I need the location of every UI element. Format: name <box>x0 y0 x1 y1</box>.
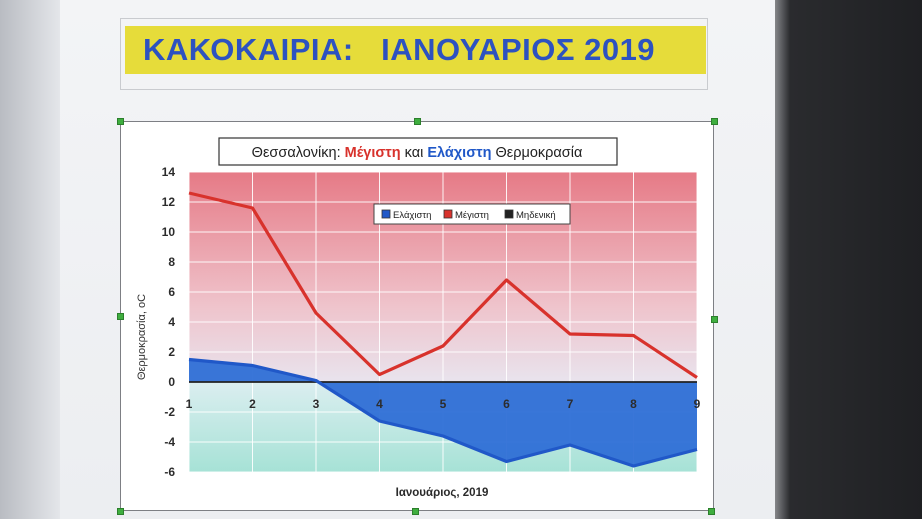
x-tick-label: 5 <box>440 397 447 411</box>
legend-label: Μηδενική <box>516 210 556 221</box>
chart-title-box: Θεσσαλονίκη: Μέγιστη και Ελάχιστη Θερμοκ… <box>218 137 618 166</box>
resize-handle-top-right[interactable] <box>711 118 718 125</box>
x-axis-label: Ιανουάριος, 2019 <box>396 487 489 499</box>
chart-title: Θεσσαλονίκη: Μέγιστη και Ελάχιστη Θερμοκ… <box>252 145 583 161</box>
resize-handle-right[interactable] <box>711 316 718 323</box>
heading-outline <box>120 18 708 90</box>
x-tick-label: 1 <box>186 397 193 411</box>
chart-object[interactable]: -6 -4 -2 0 2 4 6 8 10 12 14 1 2 3 4 5 6 7 8 9 Θεσσαλονίκη: … <box>120 121 714 511</box>
resize-handle-bottom-left[interactable] <box>117 508 124 515</box>
y-tick-label: 2 <box>168 345 175 359</box>
x-tick-label: 8 <box>630 397 637 411</box>
max-series-line <box>188 191 698 379</box>
chart-title-frame <box>218 137 618 166</box>
y-tick-label: -4 <box>164 435 175 449</box>
legend-swatch <box>381 209 391 219</box>
y-tick-label: 14 <box>162 165 176 179</box>
legend-label: Ελάχιστη <box>393 210 431 221</box>
y-tick-label: 6 <box>168 285 175 299</box>
resize-handle-top[interactable] <box>414 118 421 125</box>
chart-title-part: Θερμοκρασία <box>491 145 582 161</box>
min-area-layer <box>189 359 697 466</box>
x-tick-label: 9 <box>694 397 701 411</box>
y-axis-label: Θερμοκρασία, oC <box>136 294 148 380</box>
document-heading: ΚΑΚΟΚΑΙΡΙΑ: ΙΑΝΟΥΑΡΙΟΣ 2019 <box>143 32 656 67</box>
legend-swatch <box>443 209 453 219</box>
y-tick-label: 4 <box>168 315 175 329</box>
heading-banner: ΚΑΚΟΚΑΙΡΙΑ: ΙΑΝΟΥΑΡΙΟΣ 2019 <box>125 26 706 74</box>
y-tick-label: 10 <box>162 225 176 239</box>
y-tick-label: 0 <box>168 375 175 389</box>
legend-box <box>373 203 571 225</box>
y-tick-label: 8 <box>168 255 175 269</box>
resize-handle-bottom-right[interactable] <box>708 508 715 515</box>
resize-handle-top-left[interactable] <box>117 118 124 125</box>
x-tick-label: 7 <box>567 397 574 411</box>
legend-label: Μέγιστη <box>455 210 489 221</box>
chart-title-part: Θεσσαλονίκη: <box>252 145 345 161</box>
resize-handle-left[interactable] <box>117 313 124 320</box>
y-tick-label: -6 <box>164 465 175 479</box>
min-series-line <box>188 357 698 468</box>
resize-handle-bottom[interactable] <box>412 508 419 515</box>
y-tick-label: 12 <box>162 195 176 209</box>
series-lines <box>188 191 698 468</box>
legend-swatch <box>504 209 514 219</box>
chart-legend: Ελάχιστη Μέγιστη Μηδενική <box>373 203 571 225</box>
chart-title-part: Μέγιστη <box>345 145 401 161</box>
x-tick-label: 3 <box>313 397 320 411</box>
x-tick-label: 2 <box>249 397 256 411</box>
y-tick-label: -2 <box>164 405 175 419</box>
min-series-area <box>189 359 697 466</box>
chart-title-part: Ελάχιστη <box>427 145 491 161</box>
x-tick-label: 4 <box>376 397 383 411</box>
x-tick-label: 6 <box>503 397 510 411</box>
chart-title-part: και <box>401 145 428 161</box>
